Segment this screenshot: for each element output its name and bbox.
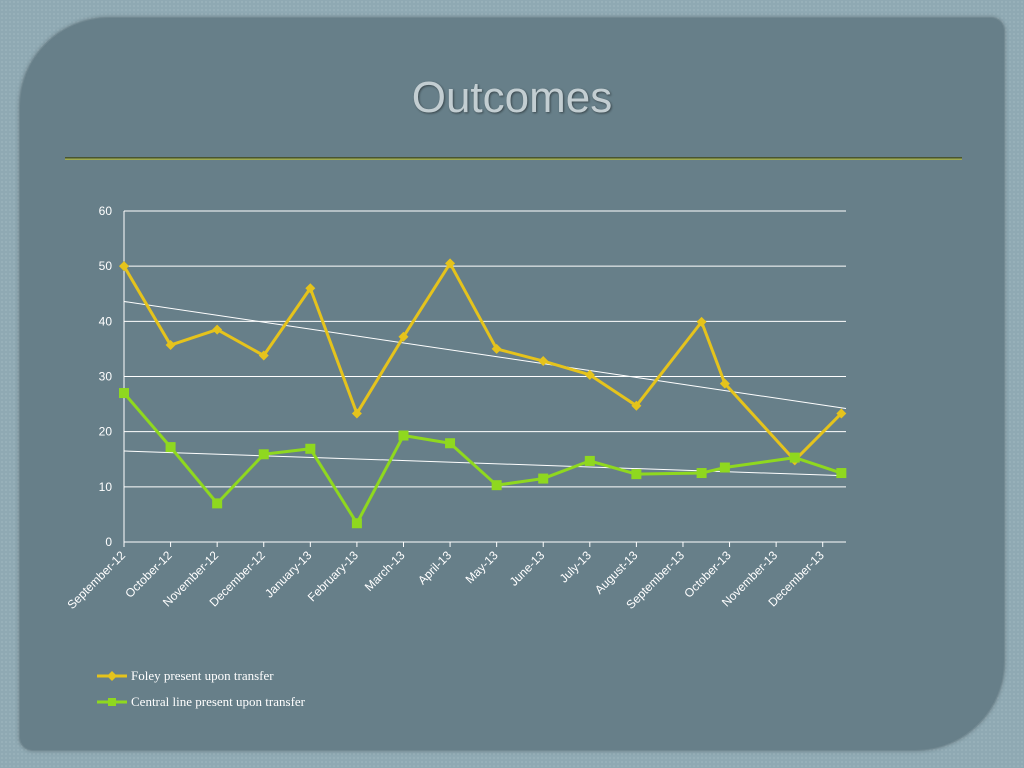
point-series-1-1	[165, 442, 176, 453]
legend-central-line-swatch	[97, 698, 127, 706]
slide-panel	[19, 17, 1005, 751]
slide-title: Outcomes	[411, 73, 613, 122]
x-tick-label-9: June-13	[507, 548, 548, 589]
x-tick-label-8: May-13	[463, 548, 501, 586]
point-series-1-6	[398, 430, 409, 441]
point-series-1-3	[258, 449, 269, 460]
y-tick-label-10: 10	[99, 480, 113, 494]
point-series-1-4	[305, 443, 316, 454]
point-series-1-15	[836, 468, 847, 479]
point-series-0-2	[212, 324, 223, 335]
point-series-1-13	[719, 462, 730, 473]
point-series-1-10	[584, 455, 595, 466]
point-series-1-0	[119, 388, 129, 399]
series-lines	[119, 258, 847, 529]
legend-foley-swatch	[97, 671, 127, 681]
point-series-1-12	[696, 468, 707, 479]
point-series-0-9	[538, 356, 549, 367]
point-series-0-12	[696, 316, 707, 327]
x-tick-label-6: March-13	[362, 548, 408, 594]
y-tick-label-30: 30	[99, 370, 113, 384]
x-tick-label-7: April-13	[415, 548, 454, 587]
legend-item-central-line: Central line present upon transfer	[97, 694, 305, 710]
y-tick-label-40: 40	[99, 314, 113, 328]
trendline-series-1	[123, 450, 847, 477]
tick-labels: 0102030405060September-12October-12Novem…	[64, 204, 827, 612]
point-series-0-7	[445, 258, 456, 269]
point-series-0-0	[119, 261, 129, 272]
grid-lines	[124, 210, 846, 488]
series-line-1	[122, 392, 842, 525]
x-tick-label-5: February-13	[305, 548, 361, 604]
point-series-1-5	[351, 518, 362, 529]
point-series-1-14	[789, 452, 800, 463]
legend-foley-label: Foley present upon transfer	[131, 668, 274, 683]
point-series-1-7	[445, 438, 456, 449]
point-series-0-8	[491, 343, 502, 354]
point-series-0-13	[719, 378, 730, 389]
x-tick-label-11: August-13	[592, 548, 641, 597]
point-series-1-9	[538, 473, 549, 484]
point-series-0-10	[584, 369, 595, 380]
y-tick-label-50: 50	[99, 259, 113, 273]
legend-item-foley: Foley present upon transfer	[97, 668, 274, 684]
point-series-1-11	[631, 469, 642, 480]
trendline-series-0	[123, 300, 847, 409]
y-tick-label-0: 0	[105, 535, 112, 549]
point-series-0-15	[836, 408, 847, 419]
y-tick-label-60: 60	[99, 204, 113, 218]
point-series-0-6	[398, 331, 409, 342]
point-series-0-5	[351, 408, 362, 419]
point-series-0-4	[305, 283, 316, 294]
legend-central-line-label: Central line present upon transfer	[131, 694, 305, 709]
point-series-1-2	[212, 498, 223, 509]
y-tick-label-20: 20	[99, 425, 113, 439]
point-series-0-11	[631, 400, 642, 411]
point-series-0-3	[258, 350, 269, 361]
point-series-1-8	[491, 480, 502, 491]
axes	[123, 211, 846, 547]
series-line-0	[122, 261, 843, 462]
title-divider	[65, 157, 962, 160]
x-tick-label-0: September-12	[64, 548, 128, 612]
x-tick-label-10: July-13	[557, 548, 594, 585]
point-series-0-1	[165, 340, 176, 351]
